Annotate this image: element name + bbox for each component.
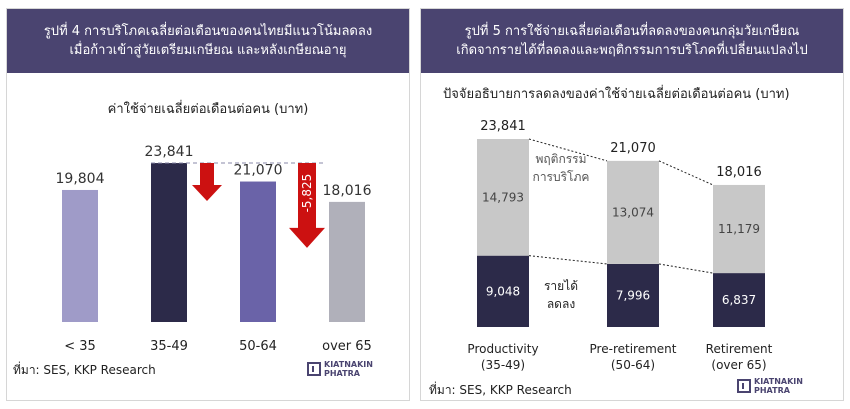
behavior-series-label: การบริโภค xyxy=(533,170,590,184)
connector-line xyxy=(528,255,608,265)
left-bar-chart: 19,804 < 35 23,841 35-49 21,070 50-64 18,016 ov… xyxy=(56,144,372,354)
x-tick-label: Retirement xyxy=(706,342,773,356)
bar-3 xyxy=(240,181,276,322)
right-logo-line2: PHATRA xyxy=(754,386,790,395)
x-tick-label: 50-64 xyxy=(239,339,277,354)
x-tick-label: < 35 xyxy=(64,339,96,354)
behavior-segment-2 xyxy=(607,160,659,264)
right-chart-title: ปัจจัยอธิบายการลดลงของค่าใช้จ่ายเฉลี่ยต่… xyxy=(443,87,790,102)
bar-value-label: 21,070 xyxy=(234,163,283,179)
x-tick-label: over 65 xyxy=(322,339,372,354)
connector-line xyxy=(528,138,608,162)
behavior-value-label: 13,074 xyxy=(612,205,654,219)
left-figure-title: รูปที่ 4 การบริโภคเฉลี่ยต่อเดือนของคนไทย… xyxy=(7,9,409,73)
x-tick-label: Productivity xyxy=(467,342,538,356)
right-logo: KIATNAKIN PHATRA xyxy=(737,377,803,395)
total-value-label: 18,016 xyxy=(716,165,762,180)
left-source: ที่มา: SES, KKP Research xyxy=(13,363,156,377)
x-tick-label: (over 65) xyxy=(711,358,766,372)
right-stacked-bar-chart: 9,048 14,793 23,841 Productivity (35-49) 7,99… xyxy=(467,119,773,372)
income-series-label: ลดลง xyxy=(547,297,575,311)
behavior-series-label: พฤติกรรม xyxy=(535,152,586,166)
left-logo-line1: KIATNAKIN xyxy=(324,360,373,369)
behavior-value-label: 14,793 xyxy=(482,190,524,204)
bar-4 xyxy=(329,201,365,322)
x-tick-label: 35-49 xyxy=(150,339,188,354)
bar-value-label: 18,016 xyxy=(323,183,372,199)
bar-2 xyxy=(151,163,187,322)
decline-annotation-label: -5,825 xyxy=(300,174,314,213)
left-logo-line2: PHATRA xyxy=(324,369,360,378)
bar-value-label: 19,804 xyxy=(56,171,105,187)
right-figure-title: รูปที่ 5 การใช้จ่ายเฉลี่ยต่อเดือนที่ลดลง… xyxy=(421,9,843,73)
income-value-label: 9,048 xyxy=(486,284,520,298)
left-chart-title: ค่าใช้จ่ายเฉลี่ยต่อเดือนต่อคน (บาท) xyxy=(107,102,309,117)
income-series-label: รายได้ xyxy=(544,279,578,293)
behavior-segment-1 xyxy=(477,139,529,256)
income-segment-3 xyxy=(713,273,765,327)
left-title-line2: เมื่อก้าวเข้าสู่วัยเตรียมเกษียณ และหลังเ… xyxy=(69,43,347,58)
total-value-label: 21,070 xyxy=(610,141,656,156)
connector-line xyxy=(658,160,714,186)
right-title-line2: เกิดจากรายได้ที่ลดลงและพฤติกรรมการบริโภค… xyxy=(456,43,808,58)
bar-value-label: 23,841 xyxy=(145,144,194,160)
income-segment-2 xyxy=(607,263,659,327)
total-value-label: 23,841 xyxy=(480,119,526,134)
decline-arrow-icon xyxy=(192,163,222,202)
right-title-line1: รูปที่ 5 การใช้จ่ายเฉลี่ยต่อเดือนที่ลดลง… xyxy=(464,24,800,39)
kkp-logo-icon xyxy=(737,379,751,393)
behavior-segment-3 xyxy=(713,184,765,274)
connector-line xyxy=(658,263,714,274)
left-figure-panel: รูปที่ 4 การบริโภคเฉลี่ยต่อเดือนของคนไทย… xyxy=(6,8,410,401)
kkp-logo-icon xyxy=(307,362,321,376)
x-tick-label: (35-49) xyxy=(481,358,525,372)
income-segment-1 xyxy=(477,255,529,327)
x-tick-label: (50-64) xyxy=(611,358,655,372)
bar-1 xyxy=(62,189,98,322)
total-decline-arrow-icon xyxy=(289,163,325,248)
income-value-label: 7,996 xyxy=(616,288,650,302)
right-source: ที่มา: SES, KKP Research xyxy=(429,383,572,397)
left-logo: KIATNAKIN PHATRA xyxy=(307,360,373,378)
left-title-line1: รูปที่ 4 การบริโภคเฉลี่ยต่อเดือนของคนไทย… xyxy=(43,24,373,39)
income-value-label: 6,837 xyxy=(722,293,756,307)
right-logo-line1: KIATNAKIN xyxy=(754,377,803,386)
behavior-value-label: 11,179 xyxy=(718,222,760,236)
right-figure-panel: รูปที่ 5 การใช้จ่ายเฉลี่ยต่อเดือนที่ลดลง… xyxy=(420,8,844,401)
x-tick-label: Pre-retirement xyxy=(590,342,677,356)
